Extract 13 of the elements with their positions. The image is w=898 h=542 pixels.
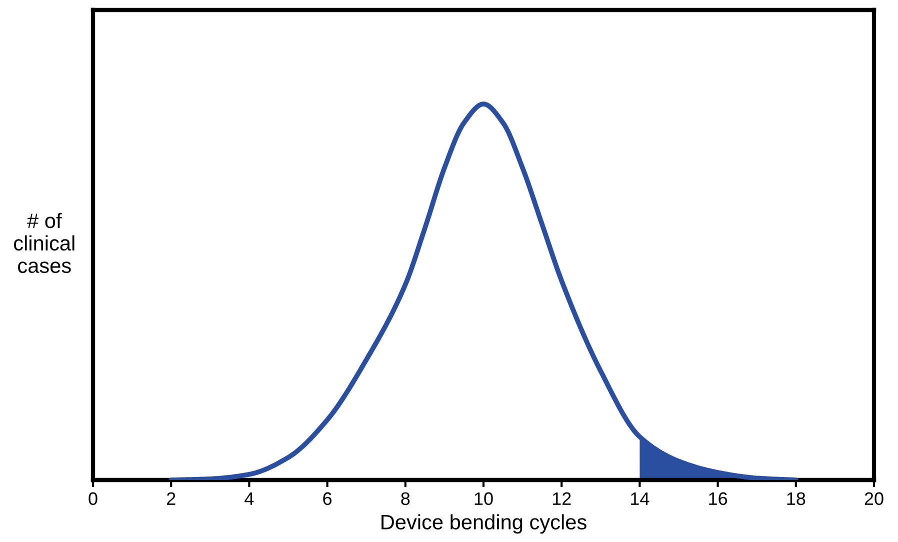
x-tick-label: 20 <box>864 492 884 506</box>
y-axis-title: # of clinical cases <box>14 212 74 274</box>
x-axis-title: Device bending cycles <box>382 514 586 534</box>
x-tick-label: 18 <box>787 492 806 506</box>
x-tick-label: 12 <box>552 492 571 505</box>
x-tick-label: 2 <box>166 492 176 505</box>
x-tick-label: 16 <box>709 492 728 506</box>
x-tick-label: 10 <box>474 492 493 506</box>
x-tick-label: 0 <box>88 492 98 506</box>
x-tick-label: 8 <box>401 492 410 506</box>
x-tick-label: 6 <box>323 492 332 506</box>
x-tick-label: 4 <box>244 492 254 505</box>
x-tick-label: 14 <box>631 492 650 505</box>
